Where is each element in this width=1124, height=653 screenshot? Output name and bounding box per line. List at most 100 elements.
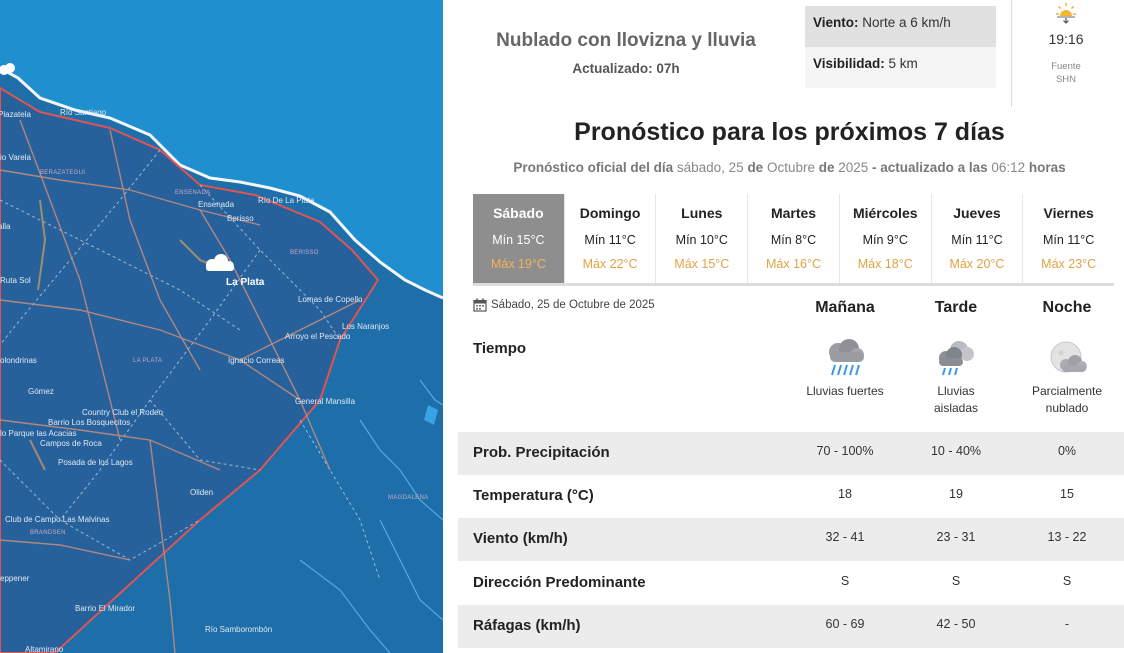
wind-label: Viento: xyxy=(813,15,859,30)
row-rafagas: Ráfagas (km/h) 60 - 69 42 - 50 - xyxy=(458,605,1124,648)
day-tab-viernes[interactable]: Viernes Mín 11°C Máx 23°C xyxy=(1023,194,1114,283)
row-prob-precipitacion: Prob. Precipitación 70 - 100% 10 - 40% 0… xyxy=(458,432,1124,475)
day-min: Mín 15°C xyxy=(492,233,545,247)
day-tab-miercoles[interactable]: Miércoles Mín 9°C Máx 18°C xyxy=(840,194,932,283)
map-label: MAGDALENA xyxy=(388,495,429,501)
visibility-label: Visibilidad: xyxy=(813,56,885,71)
forecast-title: Pronóstico para los próximos 7 días xyxy=(574,118,1005,146)
calendar-icon xyxy=(473,298,487,312)
map-label: Posada de los Lagos xyxy=(58,458,133,467)
day-name: Martes xyxy=(770,205,817,221)
day-max: Máx 18°C xyxy=(857,257,913,271)
weather-desc-line: Lluvias xyxy=(937,384,975,398)
row-value-manana: 60 - 69 xyxy=(825,617,865,631)
sunset-time: 19:16 xyxy=(1048,31,1084,47)
row-temperatura: Temperatura (°C) 18 19 15 xyxy=(458,475,1124,518)
map-label-la-plata: La Plata xyxy=(226,277,265,288)
day-max: Máx 16°C xyxy=(766,257,822,271)
map-label: lo Parque las Acacias xyxy=(0,429,77,438)
wind-info: Viento: Norte a 6 km/h xyxy=(805,6,996,47)
period-header-manana: Mañana xyxy=(815,299,875,316)
subtitle-part: 06:12 xyxy=(991,160,1026,175)
source-label: Fuente SHN xyxy=(1036,60,1096,86)
map-label: Ignacio Correas xyxy=(228,356,285,365)
map-label: ENSENADA xyxy=(175,190,211,196)
map-cloud-icon xyxy=(206,254,234,271)
current-condition: Nublado con llovizna y lluvia xyxy=(496,30,756,51)
source-title: Fuente xyxy=(1051,61,1081,72)
row-value-manana: 32 - 41 xyxy=(825,530,865,544)
day-tabs: Sábado Mín 15°C Máx 19°C Domingo Mín 11°… xyxy=(473,194,1114,286)
row-viento: Viento (km/h) 32 - 41 23 - 31 13 - 22 xyxy=(458,518,1124,561)
subtitle-part: de xyxy=(743,160,767,175)
day-max: Máx 15°C xyxy=(674,257,730,271)
selected-date: Sábado, 25 de Octubre de 2025 xyxy=(473,298,655,312)
day-tab-domingo[interactable]: Domingo Mín 11°C Máx 22°C xyxy=(565,194,657,283)
map-label: Campos de Roca xyxy=(40,439,102,448)
row-value-manana: S xyxy=(840,574,850,588)
map-label: Los Naranjos xyxy=(342,322,390,331)
day-tab-jueves[interactable]: Jueves Mín 11°C Máx 20°C xyxy=(932,194,1024,283)
day-min: Mín 10°C xyxy=(675,233,728,247)
map-label: Country Club el Rodeo xyxy=(82,408,163,417)
map-label: Altamirano xyxy=(25,645,64,653)
heavy-rain-icon xyxy=(829,339,864,376)
row-value-tarde: 19 xyxy=(949,487,963,501)
row-value-noche: 0% xyxy=(1057,444,1077,458)
day-max: Máx 20°C xyxy=(949,257,1005,271)
row-label: Dirección Predominante xyxy=(473,574,646,591)
day-min: Mín 11°C xyxy=(1043,233,1095,247)
row-label: Temperatura (°C) xyxy=(473,487,594,504)
row-value-noche: 13 - 22 xyxy=(1047,530,1087,544)
row-value-noche: S xyxy=(1062,574,1072,588)
day-min: Mín 11°C xyxy=(951,233,1003,247)
map-label: Oliden xyxy=(190,488,214,497)
row-label: Viento (km/h) xyxy=(473,530,568,547)
map-label: General Mansilla xyxy=(295,397,356,406)
day-tab-sabado[interactable]: Sábado Mín 15°C Máx 19°C xyxy=(473,194,565,283)
map-canvas[interactable] xyxy=(0,0,443,653)
visibility-info: Visibilidad: 5 km xyxy=(805,47,996,88)
map-label: LA PLATA xyxy=(133,358,163,364)
day-name: Viernes xyxy=(1043,205,1094,221)
day-name: Lunes xyxy=(681,205,723,221)
row-value-tarde: 10 - 40% xyxy=(930,444,982,458)
row-value-manana: 18 xyxy=(838,487,852,501)
subtitle-part: Octubre xyxy=(766,160,815,175)
day-max: Máx 23°C xyxy=(1041,257,1097,271)
map-label: Plazatela xyxy=(0,110,31,119)
map-label: Barrio Los Bosquecitos xyxy=(48,418,131,427)
map-label: BERISSO xyxy=(290,250,319,256)
day-name: Sábado xyxy=(493,205,544,221)
day-tab-lunes[interactable]: Lunes Mín 10°C Máx 15°C xyxy=(656,194,749,283)
row-value-tarde: 42 - 50 xyxy=(936,617,976,631)
map-label: BERAZATEGUI xyxy=(40,170,86,176)
wind-value: Norte a 6 km/h xyxy=(858,15,951,30)
period-header-noche: Noche xyxy=(1042,299,1092,316)
source-value: SHN xyxy=(1055,74,1077,85)
map-label: io Varela xyxy=(0,153,31,162)
forecast-map[interactable]: Río Santiago Plazatela io Varela BERAZAT… xyxy=(0,0,443,653)
weather-desc-manana: Lluvias fuertes xyxy=(795,383,895,400)
weather-desc-line: Lluvias fuertes xyxy=(806,384,884,398)
subtitle-part: de xyxy=(814,160,839,175)
day-min: Mín 9°C xyxy=(862,233,908,247)
map-label: Gómez xyxy=(28,387,54,396)
row-value-noche: 15 xyxy=(1060,487,1074,501)
row-label: Ráfagas (km/h) xyxy=(473,617,581,634)
selected-date-text: Sábado, 25 de Octubre de 2025 xyxy=(491,299,655,311)
forecast-subtitle: Pronóstico oficial del día sábado, 25 de… xyxy=(443,160,1124,175)
row-direccion: Dirección Predominante S S S xyxy=(458,562,1124,605)
day-max: Máx 22°C xyxy=(582,257,638,271)
row-value-tarde: S xyxy=(951,574,961,588)
subtitle-part: - actualizado a las xyxy=(868,160,992,175)
day-name: Miércoles xyxy=(852,205,918,221)
day-min: Mín 11°C xyxy=(584,233,636,247)
visibility-value: 5 km xyxy=(884,56,918,71)
row-value-tarde: 23 - 31 xyxy=(936,530,976,544)
day-tab-martes[interactable]: Martes Mín 8°C Máx 16°C xyxy=(748,194,840,283)
day-name: Jueves xyxy=(953,205,1001,221)
weather-desc-line: nublado xyxy=(1045,401,1089,415)
period-header-tarde: Tarde xyxy=(934,299,978,316)
map-label: Río De La Plata xyxy=(258,196,315,205)
